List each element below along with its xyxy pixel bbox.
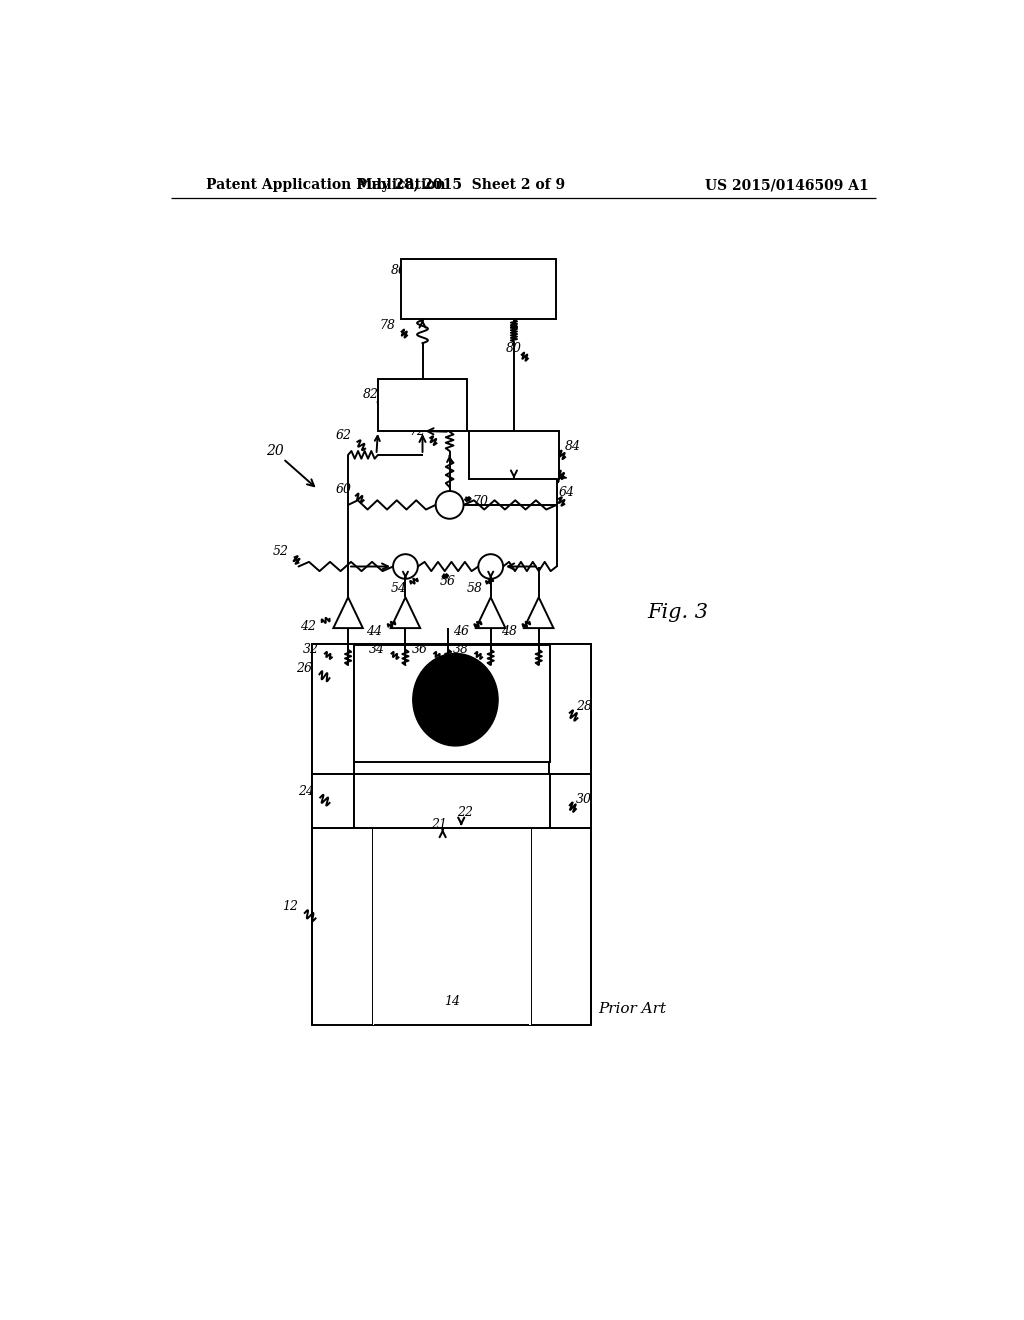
- Bar: [549, 644, 592, 775]
- Text: 48: 48: [501, 624, 517, 638]
- Text: 34: 34: [370, 643, 385, 656]
- Text: 82: 82: [362, 388, 378, 401]
- Bar: [354, 775, 549, 829]
- Text: 30: 30: [575, 792, 592, 805]
- Text: May 28, 2015  Sheet 2 of 9: May 28, 2015 Sheet 2 of 9: [357, 178, 565, 193]
- Text: 86: 86: [391, 264, 407, 277]
- Bar: [311, 775, 592, 829]
- Text: +: +: [392, 556, 403, 569]
- Text: −: −: [453, 498, 465, 512]
- Bar: [311, 644, 592, 775]
- Text: 60: 60: [335, 483, 351, 496]
- Text: 28: 28: [575, 700, 592, 713]
- Bar: [353, 645, 550, 762]
- Bar: [529, 829, 592, 1024]
- Bar: [400, 259, 556, 319]
- Text: 46: 46: [453, 624, 469, 638]
- Bar: [373, 829, 531, 1024]
- Circle shape: [478, 554, 503, 578]
- Text: 84: 84: [565, 440, 581, 453]
- Text: 12: 12: [283, 900, 299, 913]
- Text: 44: 44: [367, 624, 382, 638]
- Bar: [353, 775, 550, 829]
- Text: 54: 54: [391, 582, 407, 594]
- Text: Filter: Filter: [406, 407, 440, 418]
- Text: US 2015/0146509 A1: US 2015/0146509 A1: [706, 178, 869, 193]
- Text: 38: 38: [453, 643, 469, 656]
- Text: +: +: [493, 560, 503, 573]
- Circle shape: [435, 491, 464, 519]
- Bar: [354, 644, 549, 775]
- Bar: [378, 379, 467, 430]
- Bar: [311, 775, 354, 829]
- Text: 64: 64: [559, 486, 574, 499]
- Text: 78: 78: [379, 319, 395, 333]
- Text: Patent Application Publication: Patent Application Publication: [206, 178, 445, 193]
- Text: Filter: Filter: [497, 455, 531, 469]
- Text: +: +: [408, 560, 418, 573]
- Bar: [529, 829, 531, 1024]
- Text: 24: 24: [298, 785, 314, 797]
- Text: 62: 62: [335, 429, 351, 442]
- Text: Low-pass: Low-pass: [393, 391, 452, 404]
- Text: 42: 42: [300, 620, 315, 634]
- Text: 14: 14: [444, 995, 460, 1008]
- Bar: [311, 644, 354, 775]
- Text: +: +: [477, 556, 488, 569]
- Text: 26: 26: [297, 661, 312, 675]
- Text: 20: 20: [266, 444, 284, 458]
- Text: 22: 22: [457, 807, 473, 820]
- Text: 21: 21: [431, 818, 447, 832]
- Text: 66: 66: [542, 459, 558, 473]
- Text: 56: 56: [440, 576, 456, 589]
- Text: 52: 52: [273, 545, 289, 557]
- Text: 58: 58: [467, 582, 483, 594]
- Text: +: +: [434, 495, 446, 508]
- Circle shape: [393, 554, 418, 578]
- Bar: [469, 430, 558, 479]
- Text: 36: 36: [412, 643, 428, 656]
- Bar: [311, 829, 374, 1024]
- Text: Band pass: Band pass: [481, 441, 547, 454]
- Text: 72: 72: [410, 425, 426, 438]
- Bar: [549, 775, 592, 829]
- Text: Fig. 3: Fig. 3: [648, 603, 709, 622]
- Text: Prior Art: Prior Art: [598, 1002, 666, 1016]
- Text: 80: 80: [506, 342, 521, 355]
- Text: 32: 32: [303, 643, 318, 656]
- Ellipse shape: [413, 653, 498, 746]
- Text: 70: 70: [473, 495, 488, 508]
